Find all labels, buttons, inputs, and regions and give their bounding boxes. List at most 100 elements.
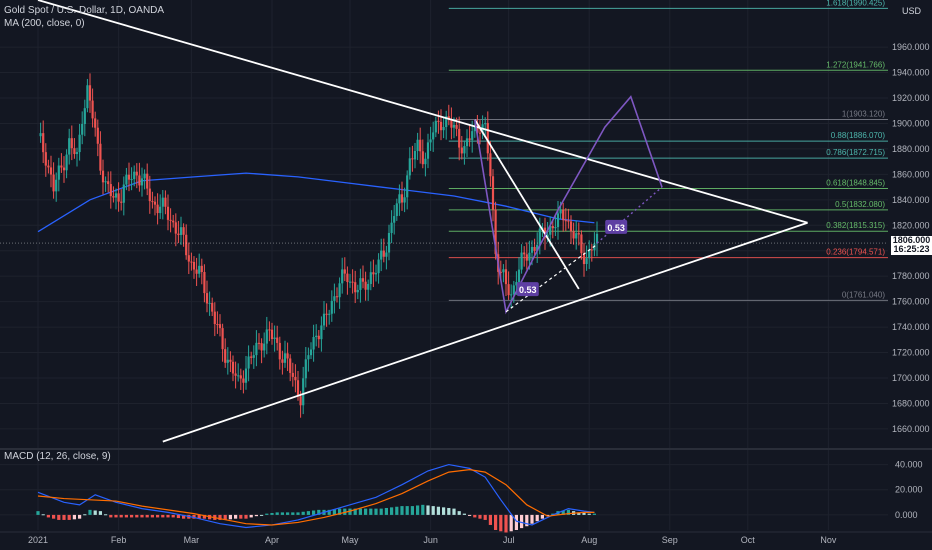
- macd-hist-164: [462, 513, 466, 515]
- candle-body-156: [442, 127, 445, 131]
- macd-hist-60: [192, 514, 196, 519]
- candle-body-83: [252, 355, 255, 358]
- candle-body-87: [263, 343, 266, 351]
- candle-body-208: [577, 233, 580, 235]
- candle-body-41: [143, 173, 146, 179]
- trendline-1: [162, 221, 808, 443]
- macd-hist-26: [104, 514, 108, 516]
- candle-body-207: [575, 233, 578, 239]
- macd-hist-138: [395, 506, 399, 515]
- candle-body-124: [359, 278, 362, 290]
- candle-body-37: [133, 171, 136, 180]
- candles: [39, 73, 599, 418]
- candle-body-2: [42, 133, 45, 153]
- candle-body-1: [39, 133, 42, 137]
- candle-body-117: [341, 269, 344, 284]
- candle-body-35: [127, 174, 131, 180]
- fib-label-2: 0.786(1872.715): [826, 148, 885, 157]
- macd-hist-30: [114, 514, 118, 518]
- trendline-0: [37, 0, 808, 224]
- candle-body-72: [224, 349, 227, 363]
- fib-label-3: 0.618(1848.845): [826, 179, 885, 188]
- last-price-value: 1806.000: [892, 235, 931, 245]
- candle-body-193: [538, 228, 541, 245]
- candle-body-113: [330, 300, 333, 314]
- macd-hist-54: [176, 514, 180, 519]
- last-price-badge: 1806.000 16:25:23: [891, 236, 932, 255]
- candle-body-47: [159, 206, 162, 214]
- macd-hist-48: [161, 514, 165, 518]
- candle-body-51: [169, 219, 172, 221]
- candle-body-60: [192, 261, 196, 270]
- candle-body-198: [551, 226, 554, 229]
- macd-hist-6: [52, 514, 56, 519]
- fib-label-9: 1.618(1990.425): [826, 0, 885, 7]
- symbol-legend: Gold Spot / U.S. Dollar, 1D, OANDA: [4, 5, 165, 16]
- candle-body-90: [270, 329, 274, 339]
- candle-body-116: [338, 283, 341, 298]
- macd-hist-78: [239, 514, 243, 519]
- candle-body-22: [94, 118, 97, 128]
- candle-body-56: [182, 227, 185, 235]
- candle-body-17: [81, 123, 84, 135]
- macd-hist-118: [343, 508, 347, 515]
- candle-body-74: [229, 359, 232, 362]
- candle-body-107: [315, 335, 318, 338]
- candle-body-159: [450, 119, 453, 128]
- candle-body-148: [421, 151, 424, 165]
- macd-hist-116: [338, 508, 342, 515]
- candle-body-70: [218, 324, 222, 329]
- ratio-label-1: 0.53: [607, 223, 625, 233]
- candle-body-204: [567, 220, 570, 222]
- candle-body-160: [452, 124, 456, 128]
- y-tick-6: 1780.000: [892, 271, 930, 281]
- candle-body-197: [549, 226, 552, 235]
- candle-body-96: [286, 353, 289, 359]
- candle-body-213: [590, 249, 593, 251]
- candle-body-32: [120, 201, 123, 203]
- candle-body-163: [460, 147, 463, 154]
- macd-hist-40: [140, 514, 144, 518]
- macd-hist-100: [296, 512, 300, 515]
- candle-body-134: [385, 252, 388, 257]
- candle-body-78: [239, 375, 242, 379]
- macd-hist-124: [358, 508, 362, 515]
- macd-hist-150: [426, 505, 430, 515]
- candle-body-82: [250, 356, 253, 358]
- candle-body-18: [83, 108, 86, 124]
- candle-body-54: [177, 233, 180, 235]
- y-tick-1: 1680.000: [892, 398, 930, 408]
- macd-hist-202: [561, 510, 565, 515]
- fib-label-4: 0.5(1832.080): [835, 200, 885, 209]
- macd-hist-194: [540, 514, 544, 519]
- macd-hist-72: [223, 514, 227, 520]
- candle-body-175: [491, 176, 495, 210]
- candle-body-63: [200, 265, 203, 273]
- candle-body-71: [221, 328, 224, 350]
- macd-hist-70: [218, 514, 222, 520]
- macd-hist-190: [530, 514, 534, 524]
- candle-body-95: [283, 353, 287, 363]
- candle-body-173: [486, 123, 489, 154]
- candle-body-129: [372, 272, 375, 275]
- macd-hist-42: [145, 514, 149, 518]
- candle-body-50: [166, 206, 170, 220]
- macd-line: [37, 463, 595, 529]
- candle-body-66: [208, 302, 211, 304]
- candle-body-201: [559, 209, 562, 214]
- macd-hist-104: [306, 511, 310, 515]
- candle-body-192: [536, 244, 539, 251]
- macd-hist-98: [291, 512, 295, 515]
- macd-hist-176: [494, 514, 498, 530]
- candle-body-77: [237, 375, 240, 377]
- candle-body-202: [562, 209, 565, 221]
- macd-hist-174: [488, 514, 492, 525]
- candle-body-110: [322, 313, 326, 326]
- candle-body-104: [307, 355, 310, 360]
- candle-body-46: [156, 204, 159, 214]
- candle-body-59: [190, 261, 193, 263]
- trendline-2: [474, 119, 580, 290]
- x-tick-4: May: [341, 535, 359, 545]
